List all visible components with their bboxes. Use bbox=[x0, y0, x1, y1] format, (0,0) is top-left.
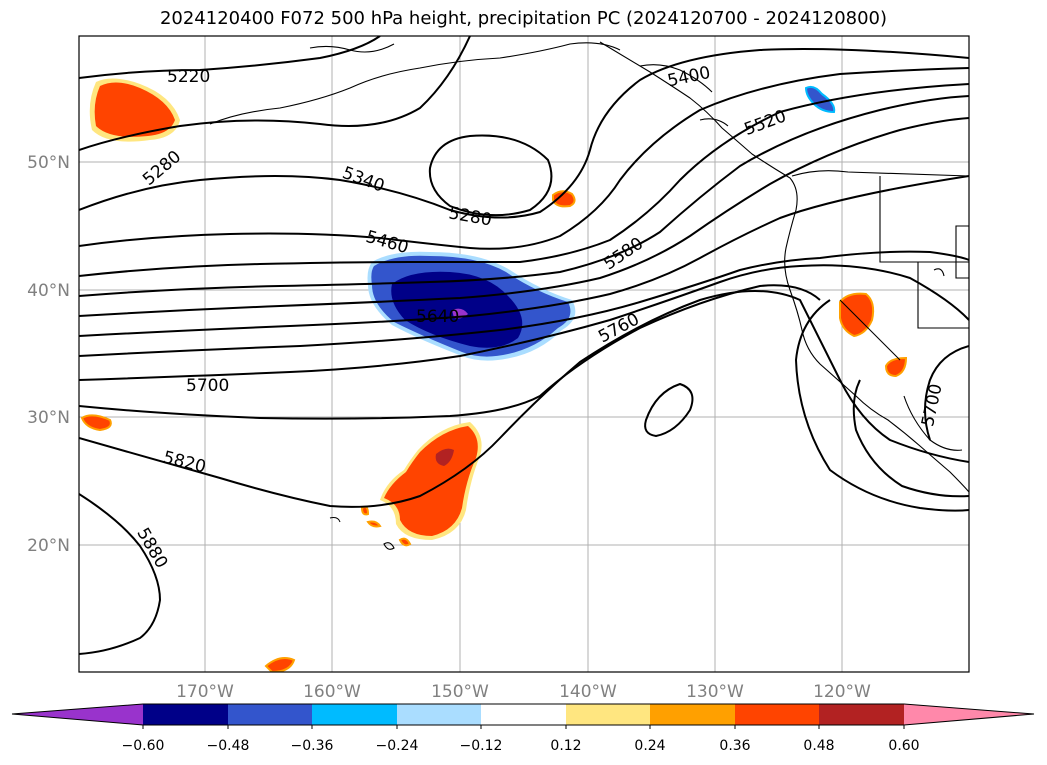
colorbar-tick-label: −0.48 bbox=[207, 738, 250, 754]
colorbar-bin bbox=[312, 704, 397, 725]
precip-aleutian bbox=[89, 78, 180, 142]
colorbar-tick-label: 0.36 bbox=[719, 738, 750, 754]
lat-label: 30°N bbox=[27, 408, 70, 428]
colorbar-min-extend bbox=[12, 704, 143, 725]
colorbar-bin bbox=[735, 704, 819, 725]
colorbar-tick-label: 0.48 bbox=[803, 738, 834, 754]
colorbar-tick-label: 0.12 bbox=[550, 738, 581, 754]
coastlines bbox=[209, 41, 969, 550]
colorbar-max-extend bbox=[904, 704, 1034, 725]
height-contours bbox=[79, 36, 969, 655]
precip-hawaii-sw bbox=[80, 414, 482, 672]
lat-label: 40°N bbox=[27, 281, 70, 301]
colorbar: −0.60 −0.48 −0.36 −0.24 −0.12 0.12 0.24 … bbox=[11, 703, 1035, 754]
colorbar-bin bbox=[819, 704, 904, 725]
contour-label: 5220 bbox=[167, 67, 210, 87]
colorbar-bin bbox=[481, 704, 566, 725]
lon-label: 120°W bbox=[813, 682, 871, 702]
colorbar-tick-label: 0.24 bbox=[634, 738, 665, 754]
lon-label: 150°W bbox=[431, 682, 489, 702]
lat-labels: 50°N 40°N 30°N 20°N bbox=[27, 153, 70, 556]
colorbar-tick-label: −0.24 bbox=[376, 738, 419, 754]
map-title: 2024120400 F072 500 hPa height, precipit… bbox=[159, 8, 888, 29]
colorbar-bin bbox=[397, 704, 481, 725]
precip-bc-coast bbox=[804, 85, 836, 114]
colorbar-tick-label: −0.12 bbox=[460, 738, 503, 754]
lon-label: 140°W bbox=[559, 682, 617, 702]
colorbar-bin bbox=[650, 704, 735, 725]
lon-labels: 170°W 160°W 150°W 140°W 130°W 120°W bbox=[176, 682, 871, 702]
colorbar-tick-label: −0.36 bbox=[291, 738, 334, 754]
lat-label: 20°N bbox=[27, 536, 70, 556]
colorbar-tick-label: −0.60 bbox=[122, 738, 165, 754]
colorbar-bin bbox=[228, 704, 312, 725]
lon-label: 160°W bbox=[303, 682, 361, 702]
lon-label: 130°W bbox=[686, 682, 744, 702]
colorbar-bin bbox=[566, 704, 650, 725]
map-frame bbox=[78, 35, 970, 673]
precip-gulf-alaska bbox=[552, 190, 576, 208]
precip-central-low bbox=[367, 251, 576, 361]
colorbar-tick-label: 0.60 bbox=[888, 738, 919, 754]
contour-label: 5700 bbox=[186, 376, 229, 396]
colorbar-bin bbox=[143, 704, 228, 725]
lat-label: 50°N bbox=[27, 153, 70, 173]
lon-label: 170°W bbox=[176, 682, 234, 702]
contour-label: 5640 bbox=[416, 307, 459, 327]
